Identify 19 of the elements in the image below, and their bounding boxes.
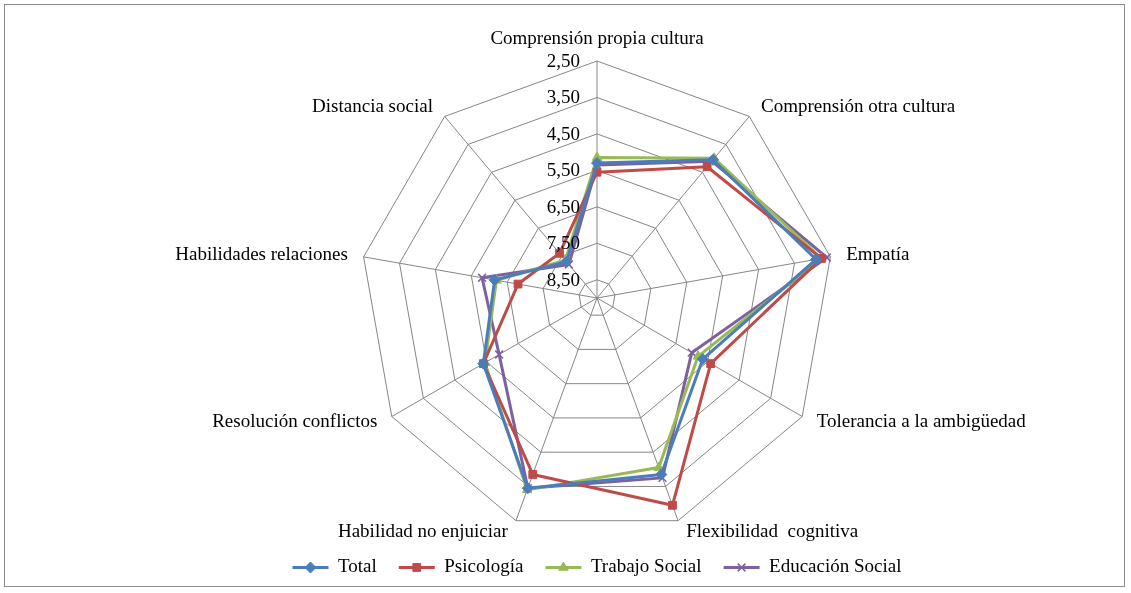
legend-label: Psicología	[444, 555, 524, 577]
y-tick-label: 4,50	[546, 122, 580, 144]
y-tick-label: 5,50	[546, 159, 580, 181]
spoke-label: Empatía	[846, 242, 911, 264]
spoke-label: Habilidades relaciones	[175, 242, 348, 264]
y-tick-label: 6,50	[546, 195, 580, 217]
spoke-label: Distancia social	[312, 95, 433, 117]
y-tick-label: 8,50	[546, 268, 580, 290]
y-tick-label: 2,50	[546, 49, 580, 71]
spoke-label: Habilidad no enjuiciar	[337, 519, 509, 541]
y-tick-label: 3,50	[546, 86, 580, 108]
legend-label: Educación Social	[769, 555, 902, 577]
spoke-label: Comprensión propia cultura	[490, 27, 705, 49]
spoke-label: Tolerancia a la ambigüedad	[816, 410, 1027, 432]
spoke-label: Comprensión otra cultura	[761, 95, 956, 117]
legend-label: Trabajo Social	[590, 555, 702, 577]
legend-label: Total	[338, 555, 377, 577]
spoke-label: Flexibilidad cognitiva	[686, 519, 859, 541]
spoke-label: Resolución conflictos	[212, 410, 378, 432]
